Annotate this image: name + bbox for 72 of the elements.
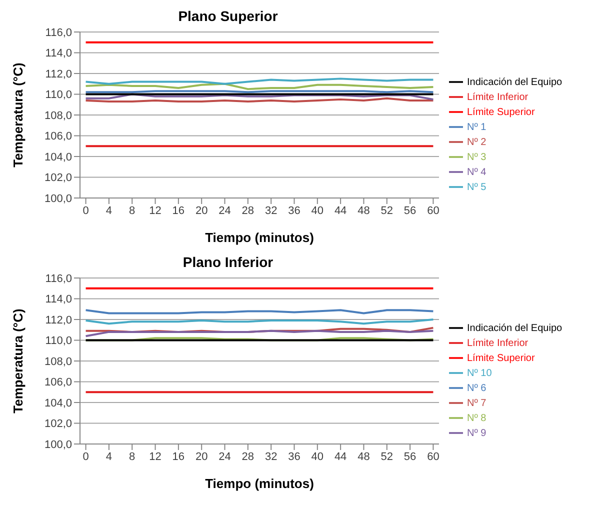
y-tick-label: 102,0 [44, 418, 72, 430]
x-tick-label: 52 [380, 204, 394, 217]
x-tick-label: 0 [82, 204, 89, 217]
legend-label: Nº 10 [467, 368, 492, 379]
legend-label: Nº 6 [467, 383, 486, 394]
x-tick-label: 4 [106, 204, 112, 217]
y-tick-label: 106,0 [44, 376, 72, 389]
x-tick-label: 56 [404, 450, 416, 463]
legend-label: Nº 9 [467, 428, 486, 439]
legend-label: Límite Inferior [467, 338, 528, 349]
y-tick-label: 100,0 [44, 438, 72, 451]
legend-label: Nº 7 [467, 398, 486, 409]
y-tick-label: 112,0 [45, 68, 72, 80]
x-axis-title: Tiempo (minutos) [205, 476, 314, 491]
y-axis-title: Temperatura (°C) [10, 308, 26, 414]
x-axis-title: Tiempo (minutos) [205, 230, 314, 245]
x-tick-label: 48 [358, 204, 370, 217]
x-tick-label: 12 [149, 450, 162, 463]
y-tick-label: 110,0 [45, 335, 72, 348]
x-tick-label: 8 [129, 450, 136, 463]
x-tick-label: 32 [264, 450, 278, 463]
y-tick-label: 104,0 [44, 397, 72, 410]
x-tick-label: 44 [334, 204, 347, 217]
x-tick-label: 8 [129, 204, 136, 217]
x-tick-label: 16 [172, 204, 185, 217]
legend-label: Límite Inferior [467, 92, 528, 103]
y-tick-label: 114,0 [45, 48, 72, 60]
x-tick-label: 56 [404, 204, 416, 217]
x-tick-label: 20 [195, 450, 208, 463]
x-tick-label: 12 [149, 204, 162, 217]
legend-label: Nº 4 [467, 167, 486, 178]
legend-label: Nº 1 [467, 122, 486, 133]
x-tick-label: 24 [218, 204, 231, 217]
y-tick-label: 108,0 [44, 110, 72, 122]
legend-label: Indicación del Equipo [467, 77, 562, 88]
y-tick-label: 110,0 [45, 89, 72, 102]
y-tick-label: 108,0 [44, 356, 72, 368]
legend-label: Nº 2 [467, 137, 486, 148]
x-tick-label: 60 [427, 450, 440, 463]
y-tick-label: 114,0 [45, 294, 72, 306]
x-tick-label: 48 [358, 450, 370, 463]
legend-label: Nº 8 [467, 413, 486, 424]
x-tick-label: 40 [311, 204, 324, 217]
x-tick-label: 36 [288, 450, 300, 463]
x-tick-label: 52 [380, 450, 394, 463]
x-tick-label: 40 [311, 450, 324, 463]
legend-label: Límite Superior [467, 107, 535, 118]
x-tick-label: 28 [242, 450, 254, 463]
legend-label: Nº 5 [467, 182, 486, 193]
x-tick-label: 16 [172, 450, 185, 463]
y-tick-label: 102,0 [44, 172, 72, 184]
legend-label: Indicación del Equipo [467, 323, 562, 334]
y-tick-label: 116,0 [45, 26, 72, 39]
x-tick-label: 28 [242, 204, 254, 217]
x-tick-label: 4 [106, 450, 112, 463]
y-tick-label: 112,0 [45, 314, 72, 326]
x-tick-label: 32 [264, 204, 278, 217]
x-tick-label: 24 [218, 450, 231, 463]
x-tick-label: 20 [195, 204, 208, 217]
x-tick-label: 60 [427, 204, 440, 217]
y-tick-label: 106,0 [44, 130, 72, 143]
x-tick-label: 44 [334, 450, 347, 463]
y-tick-label: 100,0 [44, 192, 72, 205]
x-tick-label: 0 [82, 450, 89, 463]
chart-title: Plano Superior [177, 8, 279, 24]
y-axis-title: Temperatura (°C) [10, 62, 26, 168]
legend-label: Límite Superior [467, 353, 535, 364]
legend-label: Nº 3 [467, 152, 486, 163]
chart-title: Plano Inferior [182, 254, 274, 270]
y-tick-label: 116,0 [45, 272, 72, 285]
y-tick-label: 104,0 [44, 151, 72, 164]
x-tick-label: 36 [288, 204, 300, 217]
